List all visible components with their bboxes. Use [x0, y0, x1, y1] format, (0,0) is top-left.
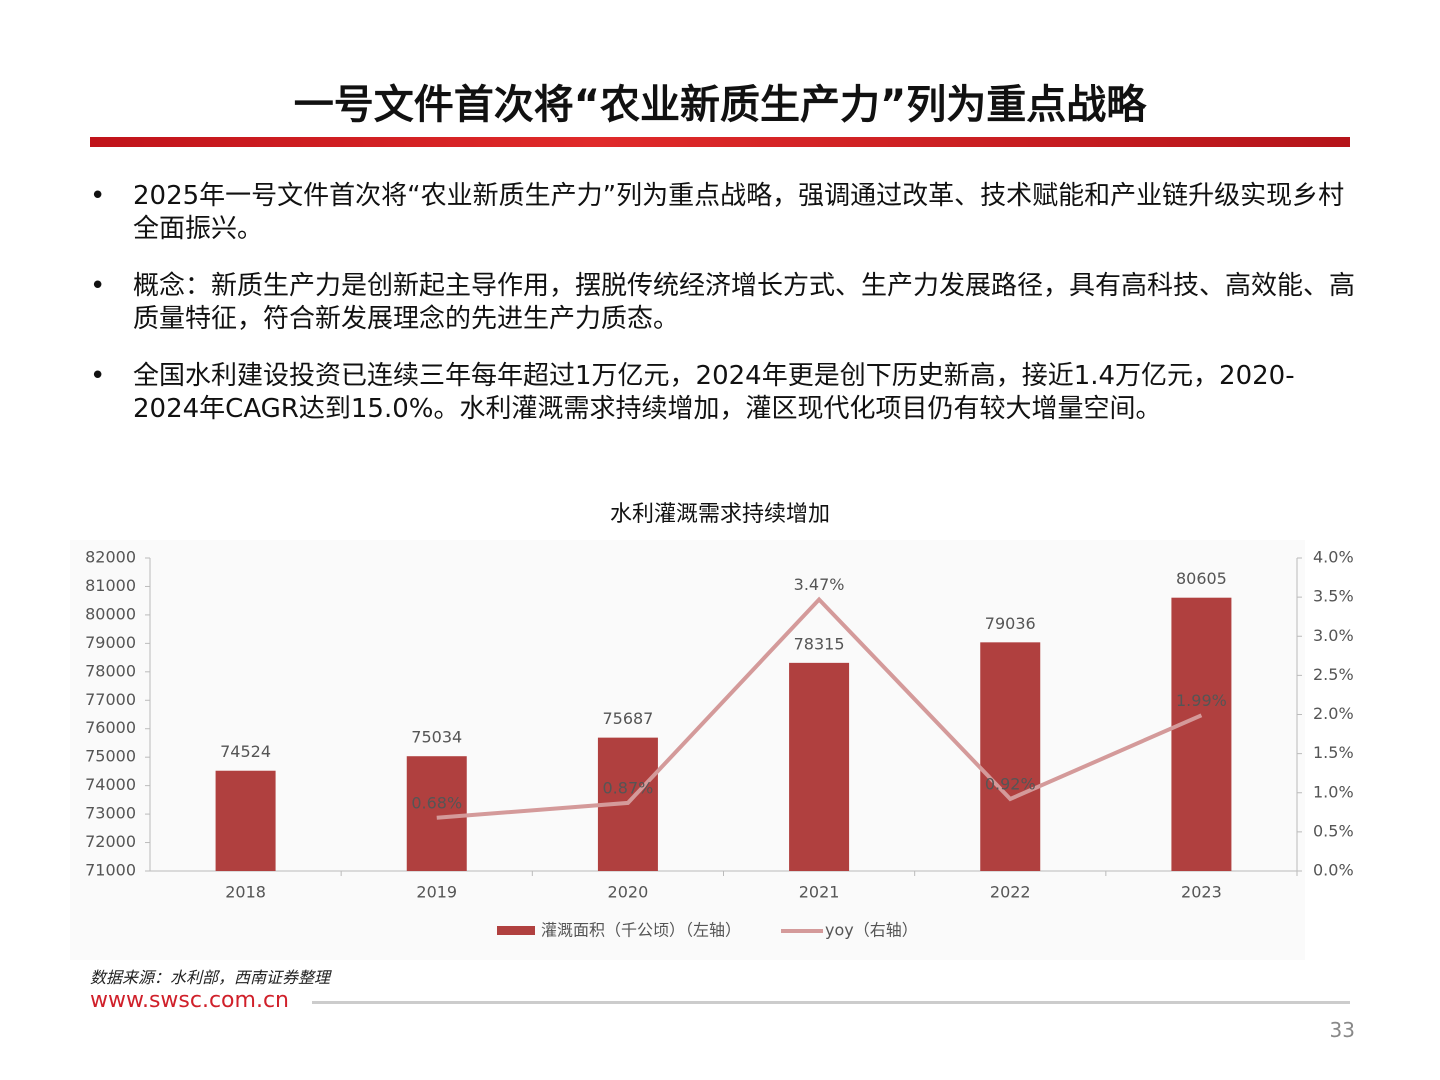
bar	[215, 770, 276, 871]
y2-tick-label: 3.0%	[1313, 626, 1354, 645]
x-tick-label: 2019	[416, 883, 457, 902]
slide-title: 一号文件首次将“农业新质生产力”列为重点战略	[293, 82, 1147, 128]
title-rule	[90, 137, 1350, 147]
line	[436, 596, 1203, 820]
y2-tick-label: 0.0%	[1313, 861, 1354, 880]
y-tick-label: 80000	[85, 604, 136, 623]
x-tick-label: 2018	[225, 883, 266, 902]
line-label: 0.92%	[985, 775, 1036, 794]
y-tick-label: 73000	[85, 804, 136, 823]
chart-title: 水利灌溉需求持续增加	[610, 502, 830, 527]
y-tick-label: 71000	[85, 861, 136, 880]
y-tick-label: 76000	[85, 718, 136, 737]
bar-label: 74524	[220, 742, 271, 761]
bar-label: 80605	[1176, 569, 1227, 588]
line-label: 0.68%	[411, 793, 462, 812]
bullet: 概念：新质生产力是创新起主导作用，摆脱传统经济增长方式、生产力发展路径，具有高科…	[90, 270, 1355, 336]
line-label: 3.47%	[794, 575, 845, 594]
bar	[1171, 597, 1232, 871]
bullet-list: 2025年一号文件首次将“农业新质生产力”列为重点战略，强调通过改革、技术赋能和…	[90, 180, 1355, 450]
y-tick-label: 79000	[85, 633, 136, 652]
y2-tick-label: 2.0%	[1313, 704, 1354, 723]
website: www.swsc.com.cn	[90, 988, 289, 1013]
y-tick-label: 72000	[85, 832, 136, 851]
y2-tick-label: 2.5%	[1313, 665, 1354, 684]
line-label: 0.87%	[603, 778, 654, 797]
y2-tick-label: 4.0%	[1313, 548, 1354, 567]
source-note: 数据来源：水利部，西南证券整理	[90, 968, 331, 987]
bar	[980, 642, 1041, 871]
y-tick-label: 82000	[85, 548, 136, 567]
line-label: 1.99%	[1176, 691, 1227, 710]
x-tick-label: 2020	[608, 883, 649, 902]
legend-label: yoy（右轴）	[825, 921, 918, 940]
legend-label: 灌溉面积（千公顷）（左轴）	[541, 921, 741, 940]
bullet: 2025年一号文件首次将“农业新质生产力”列为重点战略，强调通过改革、技术赋能和…	[90, 180, 1355, 246]
bar-label: 75687	[602, 709, 653, 728]
bar-label: 78315	[794, 634, 845, 653]
y-tick-label: 74000	[85, 775, 136, 794]
bar	[789, 662, 850, 871]
y-tick-label: 81000	[85, 576, 136, 595]
x-tick-label: 2021	[799, 883, 840, 902]
y2-tick-label: 1.5%	[1313, 743, 1354, 762]
legend-swatch	[497, 926, 535, 935]
bullet: 全国水利建设投资已连续三年每年超过1万亿元，2024年更是创下历史新高，接近1.…	[90, 360, 1355, 426]
y2-tick-label: 1.0%	[1313, 782, 1354, 801]
y-tick-label: 77000	[85, 690, 136, 709]
bar-label: 75034	[411, 728, 462, 747]
y-tick-label: 78000	[85, 661, 136, 680]
bar-label: 79036	[985, 614, 1036, 633]
x-tick-label: 2022	[990, 883, 1031, 902]
y2-tick-label: 0.5%	[1313, 821, 1354, 840]
bar	[406, 756, 467, 871]
y-tick-label: 75000	[85, 747, 136, 766]
footer-rule	[312, 1001, 1350, 1004]
chart-background	[70, 540, 1305, 960]
x-tick-label: 2023	[1181, 883, 1222, 902]
y2-tick-label: 3.5%	[1313, 587, 1354, 606]
page-number: 33	[1329, 1018, 1355, 1042]
